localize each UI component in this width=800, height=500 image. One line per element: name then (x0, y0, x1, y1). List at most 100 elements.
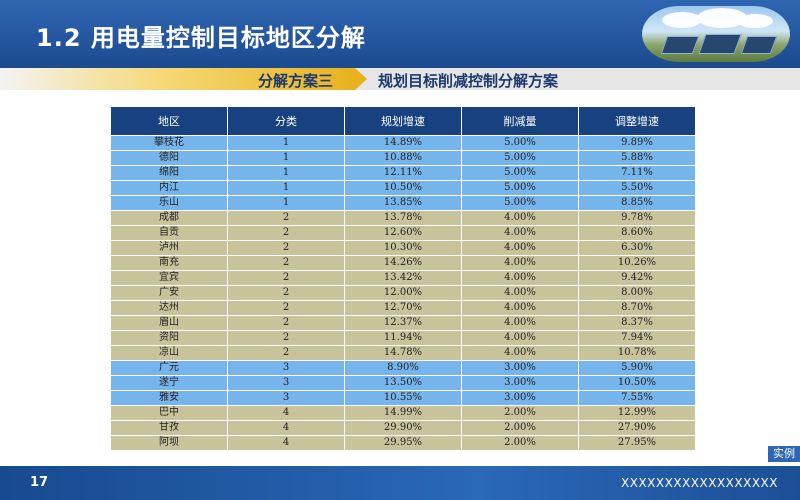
adjusted-growth-cell: 9.42% (578, 270, 696, 286)
region-cell: 绵阳 (110, 165, 228, 181)
reduction-cell: 4.00% (461, 240, 579, 256)
reduction-cell: 5.00% (461, 135, 579, 151)
planned-growth-cell: 8.90% (344, 360, 462, 376)
category-cell: 2 (227, 240, 345, 256)
reduction-cell: 4.00% (461, 255, 579, 271)
section-bar: 分解方案三 规划目标削减控制分解方案 (0, 68, 800, 90)
column-header-reduction: 削减量 (461, 106, 579, 136)
table-row: 自贡 2 12.60% 4.00% 8.60% (110, 225, 696, 241)
page-title: 1.2 用电量控制目标地区分解 (36, 24, 366, 52)
category-cell: 1 (227, 135, 345, 151)
category-cell: 2 (227, 225, 345, 241)
adjusted-growth-cell: 5.50% (578, 180, 696, 196)
region-cell: 广安 (110, 285, 228, 301)
adjusted-growth-cell: 7.11% (578, 165, 696, 181)
reduction-cell: 3.00% (461, 360, 579, 376)
category-cell: 3 (227, 360, 345, 376)
adjusted-growth-cell: 8.70% (578, 300, 696, 316)
category-cell: 1 (227, 150, 345, 166)
region-cell: 宜宾 (110, 270, 228, 286)
category-cell: 2 (227, 210, 345, 226)
adjusted-growth-cell: 5.90% (578, 360, 696, 376)
table-row: 甘孜 4 29.90% 2.00% 27.90% (110, 420, 696, 436)
reduction-cell: 4.00% (461, 225, 579, 241)
region-cell: 广元 (110, 360, 228, 376)
category-cell: 3 (227, 390, 345, 406)
region-cell: 眉山 (110, 315, 228, 331)
category-cell: 2 (227, 285, 345, 301)
adjusted-growth-cell: 10.78% (578, 345, 696, 361)
scheme-label: 分解方案三 (258, 72, 334, 90)
table-row: 巴中 4 14.99% 2.00% 12.99% (110, 405, 696, 421)
adjusted-growth-cell: 10.26% (578, 255, 696, 271)
adjusted-growth-cell: 6.30% (578, 240, 696, 256)
planned-growth-cell: 12.70% (344, 300, 462, 316)
planned-growth-cell: 14.26% (344, 255, 462, 271)
column-header-category: 分类 (227, 106, 345, 136)
planned-growth-cell: 10.50% (344, 180, 462, 196)
table-row: 雅安 3 10.55% 3.00% 7.55% (110, 390, 696, 406)
table-row: 宜宾 2 13.42% 4.00% 9.42% (110, 270, 696, 286)
scheme-title: 规划目标削减控制分解方案 (378, 72, 559, 90)
table-row: 南充 2 14.26% 4.00% 10.26% (110, 255, 696, 271)
table-header-row: 地区 分类 规划增速 削减量 调整增速 (110, 106, 696, 136)
column-header-region: 地区 (110, 106, 228, 136)
planned-growth-cell: 13.78% (344, 210, 462, 226)
adjusted-growth-cell: 8.00% (578, 285, 696, 301)
footer-band: 17 XXXXXXXXXXXXXXXXXX (0, 466, 800, 500)
table-row: 广安 2 12.00% 4.00% 8.00% (110, 285, 696, 301)
region-cell: 达州 (110, 300, 228, 316)
reduction-cell: 3.00% (461, 375, 579, 391)
planned-growth-cell: 29.90% (344, 420, 462, 436)
adjusted-growth-cell: 8.60% (578, 225, 696, 241)
planned-growth-cell: 11.94% (344, 330, 462, 346)
table-row: 凉山 2 14.78% 4.00% 10.78% (110, 345, 696, 361)
reduction-cell: 3.00% (461, 390, 579, 406)
reduction-cell: 4.00% (461, 300, 579, 316)
table-row: 内江 1 10.50% 5.00% 5.50% (110, 180, 696, 196)
region-cell: 攀枝花 (110, 135, 228, 151)
adjusted-growth-cell: 9.78% (578, 210, 696, 226)
column-header-planned-growth: 规划增速 (344, 106, 462, 136)
footer-mask-text: XXXXXXXXXXXXXXXXXX (621, 476, 778, 490)
table-row: 泸州 2 10.30% 4.00% 6.30% (110, 240, 696, 256)
category-cell: 2 (227, 270, 345, 286)
adjusted-growth-cell: 27.95% (578, 435, 696, 451)
reduction-cell: 5.00% (461, 180, 579, 196)
adjusted-growth-cell: 7.55% (578, 390, 696, 406)
adjusted-growth-cell: 9.89% (578, 135, 696, 151)
region-cell: 内江 (110, 180, 228, 196)
adjusted-growth-cell: 5.88% (578, 150, 696, 166)
planned-growth-cell: 13.50% (344, 375, 462, 391)
reduction-cell: 4.00% (461, 315, 579, 331)
category-cell: 3 (227, 375, 345, 391)
region-cell: 甘孜 (110, 420, 228, 436)
planned-growth-cell: 10.30% (344, 240, 462, 256)
category-cell: 2 (227, 330, 345, 346)
reduction-cell: 4.00% (461, 270, 579, 286)
reduction-cell: 2.00% (461, 420, 579, 436)
region-cell: 自贡 (110, 225, 228, 241)
adjusted-growth-cell: 10.50% (578, 375, 696, 391)
category-cell: 4 (227, 420, 345, 436)
adjusted-growth-cell: 27.90% (578, 420, 696, 436)
reduction-cell: 4.00% (461, 210, 579, 226)
table-row: 阿坝 4 29.95% 2.00% 27.95% (110, 435, 696, 451)
section-highlight (0, 68, 355, 90)
region-cell: 德阳 (110, 150, 228, 166)
category-cell: 2 (227, 315, 345, 331)
planned-growth-cell: 12.00% (344, 285, 462, 301)
reduction-cell: 2.00% (461, 435, 579, 451)
reduction-cell: 5.00% (461, 165, 579, 181)
page-number: 17 (30, 475, 49, 490)
adjusted-growth-cell: 12.99% (578, 405, 696, 421)
category-cell: 1 (227, 195, 345, 211)
planned-growth-cell: 29.95% (344, 435, 462, 451)
table-row: 攀枝花 1 14.89% 5.00% 9.89% (110, 135, 696, 151)
section-arrow-icon (355, 68, 367, 90)
planned-growth-cell: 10.88% (344, 150, 462, 166)
category-cell: 2 (227, 345, 345, 361)
reduction-cell: 5.00% (461, 150, 579, 166)
reduction-cell: 5.00% (461, 195, 579, 211)
planned-growth-cell: 13.85% (344, 195, 462, 211)
